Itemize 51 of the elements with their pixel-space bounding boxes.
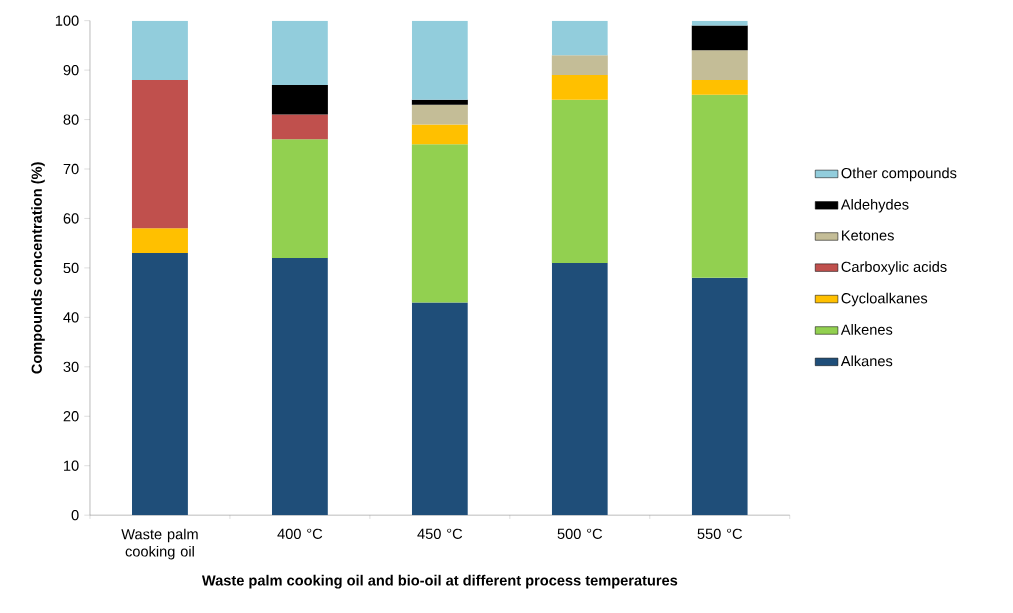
bar bbox=[131, 79, 188, 229]
y-axis-title: Compounds concentration (%) bbox=[31, 162, 45, 374]
x-tick-label: Waste palm cooking oil bbox=[121, 528, 198, 560]
bar bbox=[551, 55, 608, 75]
y-tick-label: 100 bbox=[55, 15, 79, 26]
bar bbox=[691, 25, 748, 51]
legend-label: Alkanes bbox=[840, 355, 893, 367]
bar bbox=[271, 20, 328, 85]
legend-label: Alkenes bbox=[840, 324, 893, 335]
legend-label: Cycloalkanes bbox=[841, 292, 928, 307]
legend-label: Aldehydes bbox=[840, 198, 909, 213]
bar bbox=[411, 99, 468, 105]
y-tick-label: 0 bbox=[71, 509, 79, 521]
bar bbox=[551, 20, 608, 56]
bar bbox=[411, 302, 468, 516]
bar bbox=[411, 144, 468, 303]
bar bbox=[131, 253, 188, 516]
y-tick-label: 60 bbox=[63, 213, 79, 224]
legend-label: Ketones bbox=[842, 230, 894, 241]
legend-label: Carboxylic acids bbox=[841, 261, 947, 275]
y-tick-label: 90 bbox=[63, 64, 79, 76]
y-tick-label: 80 bbox=[63, 114, 79, 125]
y-tick-label: 70 bbox=[63, 163, 79, 175]
y-tick-label: 40 bbox=[63, 312, 79, 323]
y-tick-label: 10 bbox=[64, 460, 79, 471]
bar bbox=[271, 139, 328, 258]
bar bbox=[551, 262, 608, 516]
x-axis-title: Waste palm cooking oil and bio-oil at different process temperatures bbox=[201, 574, 678, 589]
bar bbox=[131, 20, 188, 80]
bar bbox=[411, 20, 468, 100]
bar bbox=[691, 277, 748, 516]
bar bbox=[551, 74, 608, 100]
bar bbox=[271, 114, 328, 140]
bar bbox=[691, 79, 748, 95]
bar bbox=[411, 104, 468, 125]
x-tick-label: 500 °C bbox=[557, 528, 603, 539]
bar bbox=[411, 124, 468, 145]
bar bbox=[131, 228, 188, 254]
bar bbox=[691, 20, 748, 26]
bar bbox=[551, 99, 608, 263]
bar bbox=[271, 257, 328, 516]
x-tick-label: 550 °C bbox=[697, 528, 743, 539]
legend-label: Other compounds bbox=[841, 167, 957, 182]
y-tick-label: 30 bbox=[63, 361, 79, 372]
bar bbox=[691, 50, 748, 80]
x-tick-label: 400 °C bbox=[277, 528, 323, 539]
y-tick-label: 20 bbox=[63, 411, 79, 422]
x-tick-label: 450 °C bbox=[417, 528, 463, 539]
bar bbox=[691, 94, 748, 278]
y-tick-label: 50 bbox=[63, 262, 79, 274]
bar bbox=[271, 84, 328, 115]
